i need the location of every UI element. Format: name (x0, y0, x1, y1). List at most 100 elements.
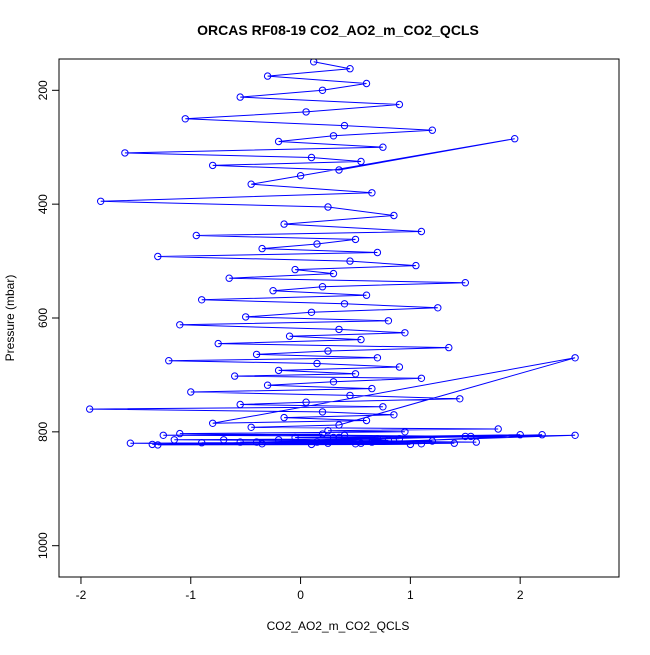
data-point (428, 437, 436, 445)
x-tick-label: -1 (185, 588, 196, 602)
data-point (236, 400, 244, 409)
data-point (329, 269, 338, 278)
series-line (89, 61, 576, 446)
data-point (280, 413, 288, 422)
data-point (357, 335, 365, 344)
data-point (97, 197, 105, 206)
data-point (269, 287, 277, 295)
data-point (456, 395, 464, 403)
data-point (368, 189, 376, 197)
x-tick-label: 1 (407, 588, 414, 602)
data-point (318, 408, 327, 416)
data-point (417, 440, 426, 448)
data-point (362, 291, 371, 299)
data-point (291, 433, 299, 442)
data-point (467, 432, 475, 441)
data-point (329, 433, 338, 442)
data-point (373, 248, 382, 257)
data-point (236, 93, 244, 101)
data-point (346, 65, 354, 73)
data-point (329, 378, 338, 386)
data-point (214, 339, 222, 348)
data-point (170, 436, 179, 444)
data-point (159, 431, 168, 439)
data-point (329, 132, 338, 140)
data-point (434, 304, 442, 312)
data-point (417, 227, 426, 236)
data-point (247, 180, 255, 188)
data-point (307, 153, 316, 162)
x-tick-label: 0 (297, 588, 304, 602)
data-point (274, 436, 283, 444)
data-point (198, 439, 206, 447)
data-point (313, 240, 321, 248)
data-point (516, 431, 524, 439)
data-point (176, 429, 184, 438)
data-point (357, 157, 365, 166)
data-point (302, 398, 310, 406)
data-point (340, 300, 349, 308)
chart-title: ORCAS RF08-19 CO2_AO2_m_CO2_QCLS (197, 22, 479, 38)
data-point (538, 431, 546, 439)
data-point (395, 100, 404, 109)
data-point (231, 372, 239, 380)
data-point (242, 313, 250, 321)
data-point (406, 440, 415, 449)
data-point (335, 166, 343, 174)
data-point (247, 423, 255, 431)
data-point (379, 143, 387, 151)
x-axis-label: CO2_AO2_m_CO2_QCLS (267, 619, 410, 633)
data-point (192, 231, 201, 240)
data-point (472, 438, 480, 446)
data-point (379, 403, 387, 411)
data-point (296, 172, 305, 180)
data-point (236, 438, 244, 446)
data-point (121, 149, 129, 157)
data-point (335, 433, 343, 442)
data-point (401, 428, 409, 436)
data-point (220, 436, 228, 444)
data-point (346, 391, 354, 400)
data-point (494, 425, 502, 433)
data-point (198, 296, 206, 304)
data-point (209, 419, 217, 427)
data-point (126, 439, 135, 447)
y-tick-label: 1000 (36, 532, 50, 559)
data-point (154, 441, 162, 449)
data-point (86, 405, 94, 413)
y-tick-label: 200 (36, 80, 50, 100)
data-point (461, 432, 469, 441)
data-point (181, 115, 190, 123)
data-point (307, 308, 316, 316)
y-axis-label: Pressure (mbar) (3, 275, 17, 362)
data-point (258, 244, 266, 253)
y-tick-label: 800 (36, 422, 50, 442)
data-point (395, 363, 404, 371)
data-point (450, 439, 458, 447)
data-point (280, 220, 288, 228)
data-point (571, 354, 579, 362)
data-point (187, 388, 195, 396)
plot-area (86, 59, 579, 449)
data-point (209, 161, 217, 170)
data-point (318, 283, 327, 291)
data-point (318, 86, 327, 95)
data-point (384, 436, 393, 445)
data-point (310, 59, 318, 66)
plot-frame (58, 58, 620, 578)
data-point (373, 437, 382, 445)
data-point (324, 347, 332, 355)
data-point (263, 72, 272, 80)
data-point (274, 137, 283, 146)
data-point (165, 357, 173, 365)
data-point (285, 332, 294, 340)
data-point (318, 430, 327, 438)
data-point (390, 211, 398, 220)
data-point (148, 440, 157, 449)
data-point (274, 366, 283, 375)
data-point (302, 108, 310, 116)
data-point (412, 261, 420, 270)
